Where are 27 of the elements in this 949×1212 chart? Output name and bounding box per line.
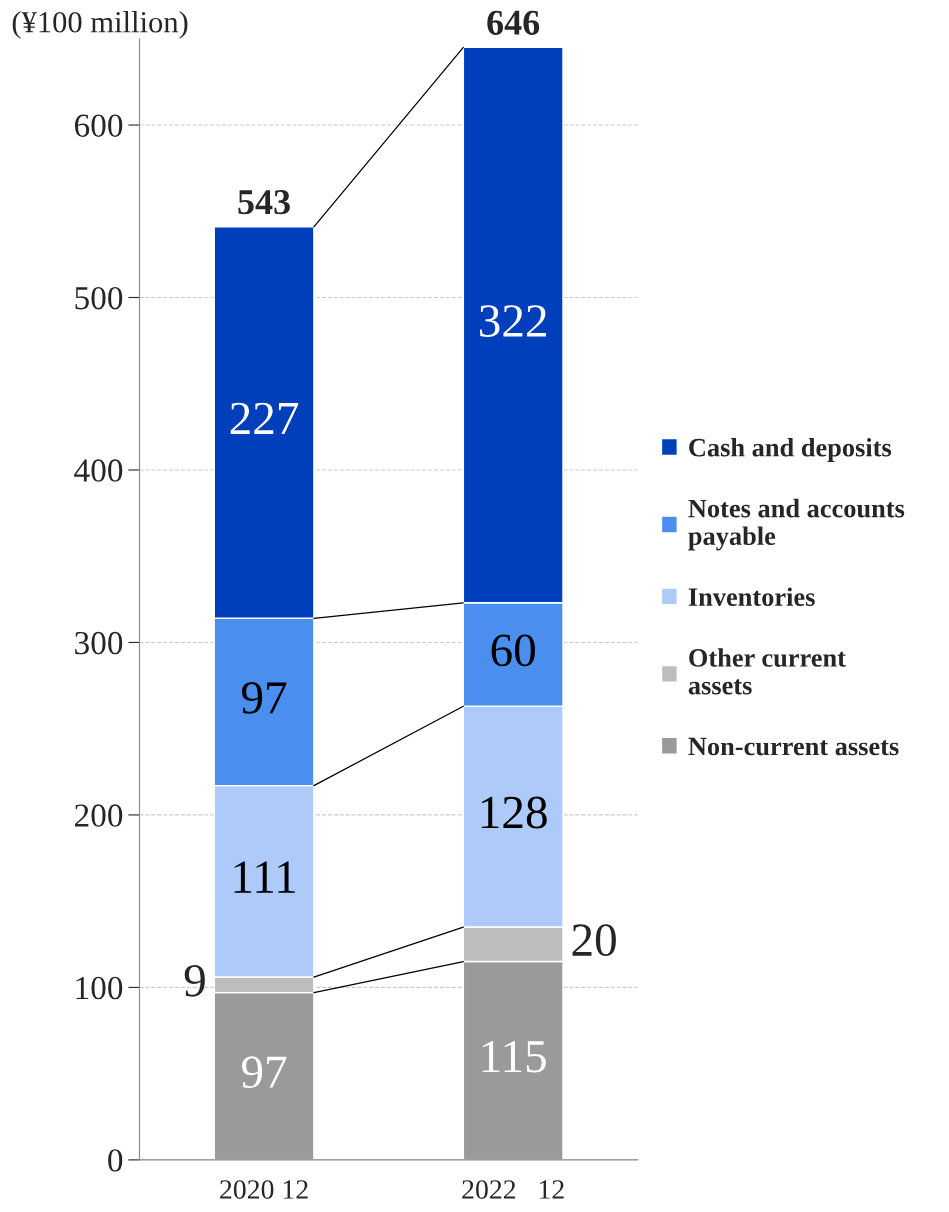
data-label: 128	[481, 796, 547, 829]
y-tick-label: 200	[74, 804, 123, 827]
y-tick-label: 500	[75, 286, 123, 310]
data-label: 322	[480, 305, 546, 337]
legend-label: Inventories	[688, 587, 815, 606]
x-tick-label: 2022 12	[462, 1180, 564, 1199]
data-label: 97	[241, 1056, 287, 1089]
legend-label: Notes and accounts payable	[688, 498, 905, 551]
total-label: 646	[487, 10, 540, 35]
y-tick-label: 100	[76, 976, 123, 1000]
data-label: 20	[572, 924, 616, 957]
y-tick-label: 0	[108, 1149, 123, 1172]
legend-label: Non-current assets	[688, 737, 899, 756]
legend-label: Cash and deposits	[689, 437, 892, 462]
data-label: 60	[491, 634, 535, 667]
x-tick-label: 2020 12	[220, 1180, 308, 1199]
data-label: 9	[184, 964, 205, 997]
total-label: 543	[238, 190, 290, 215]
legend-label: Other current assets	[688, 648, 846, 695]
data-label: 97	[241, 682, 287, 714]
y-tick-label: 300	[75, 631, 123, 655]
y-tick-label: 400	[74, 459, 123, 482]
y-tick-label: 600	[74, 114, 123, 137]
y-axis-title: (¥100 million)	[12, 11, 188, 39]
data-label: 111	[234, 861, 295, 893]
data-label: 227	[230, 402, 299, 434]
data-label: 115	[482, 1040, 546, 1073]
